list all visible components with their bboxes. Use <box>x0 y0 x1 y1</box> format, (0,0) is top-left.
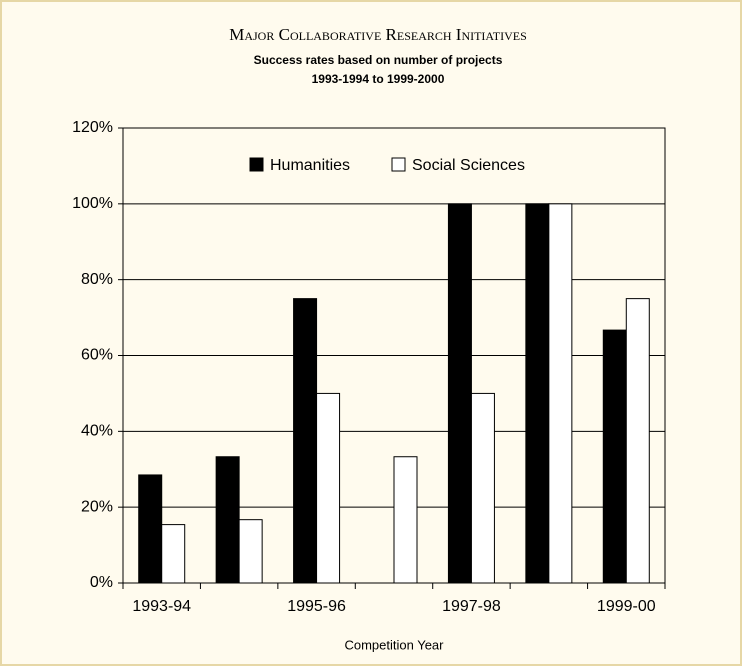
x-tick-label: 1997-98 <box>442 598 501 615</box>
bar <box>393 456 418 584</box>
chart-subtitle: Success rates based on number of project… <box>254 53 503 67</box>
bar <box>470 392 495 584</box>
y-tick-label: 40% <box>81 423 113 440</box>
chart-title: Major Collaborative Research Initiatives <box>229 25 527 44</box>
y-tick-label: 120% <box>72 119 113 136</box>
bar <box>447 203 472 584</box>
y-tick-label: 20% <box>81 498 113 515</box>
legend-swatch <box>391 157 406 172</box>
y-tick-label: 0% <box>90 574 113 591</box>
bar <box>525 203 550 584</box>
bar <box>293 298 318 584</box>
x-tick-label: 1993-94 <box>132 598 191 615</box>
legend-label: Humanities <box>270 157 350 174</box>
bar <box>238 519 263 584</box>
x-axis-label: Competition Year <box>344 637 444 652</box>
bar <box>548 203 573 584</box>
legend-swatch <box>249 157 264 172</box>
y-tick-label: 100% <box>72 195 113 212</box>
bar <box>215 456 240 584</box>
y-tick-label: 60% <box>81 347 113 364</box>
bar <box>316 392 341 584</box>
chart-subtitle: 1993-1994 to 1999-2000 <box>312 72 445 86</box>
x-tick-label: 1995-96 <box>287 598 346 615</box>
x-tick-label: 1999-00 <box>597 598 656 615</box>
y-tick-label: 80% <box>81 271 113 288</box>
bar <box>625 298 650 584</box>
bar <box>138 474 163 584</box>
legend-label: Social Sciences <box>412 157 525 174</box>
bar <box>161 524 186 584</box>
bar <box>602 329 627 584</box>
